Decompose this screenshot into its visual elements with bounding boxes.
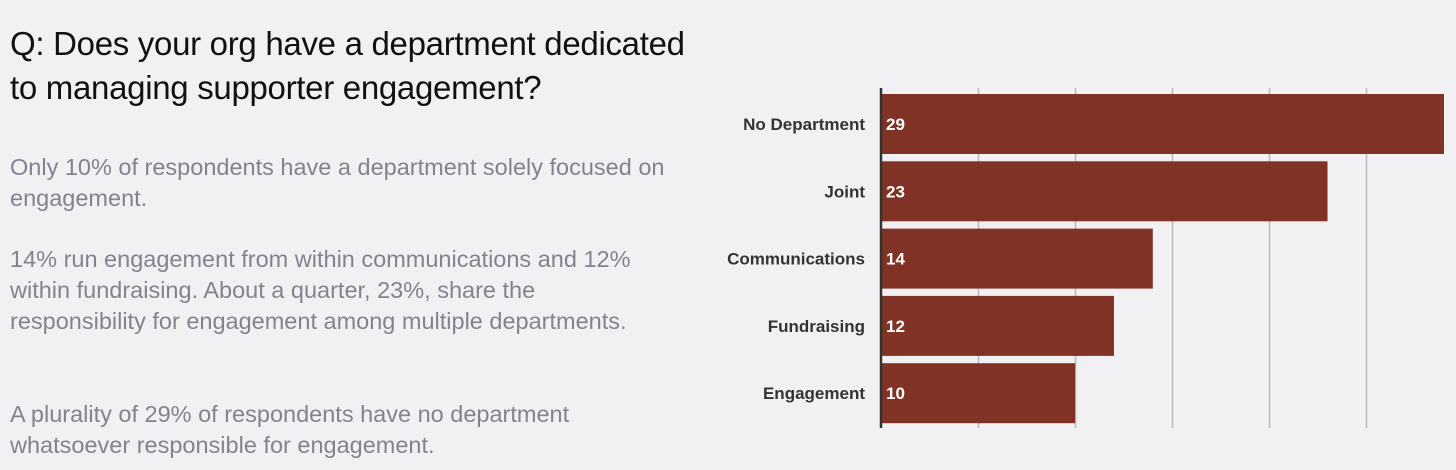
bar-engagement [881, 363, 1076, 424]
bars [881, 94, 1444, 424]
bar-no-department [881, 94, 1444, 154]
bar-fundraising [881, 295, 1114, 356]
summary-paragraph-2: 14% run engagement from within communica… [10, 246, 631, 334]
labels: No Department 29 Joint 23 Communications 14 Fu… [727, 115, 905, 403]
category-label: No Department [743, 115, 865, 134]
value-label: 14 [886, 250, 905, 269]
bar-communications [881, 228, 1153, 289]
category-label: Communications [727, 250, 865, 269]
value-label: 29 [886, 115, 905, 134]
category-label: Joint [824, 182, 865, 201]
bar-joint [881, 161, 1328, 222]
category-label: Engagement [763, 384, 865, 403]
value-label: 10 [886, 384, 905, 403]
summary-paragraph-1: Only 10% of respondents have a departmen… [10, 154, 665, 211]
value-label: 12 [886, 317, 905, 336]
department-bar-chart: No Department 29 Joint 23 Communications 14 Fu… [727, 88, 1444, 428]
text-panel: Q: Does your org have a department dedic… [10, 22, 710, 458]
category-label: Fundraising [768, 317, 865, 336]
value-label: 23 [886, 182, 905, 201]
question-headline: Q: Does your org have a department dedic… [10, 25, 685, 106]
summary-paragraph-3: A plurality of 29% of respondents have n… [10, 401, 570, 458]
